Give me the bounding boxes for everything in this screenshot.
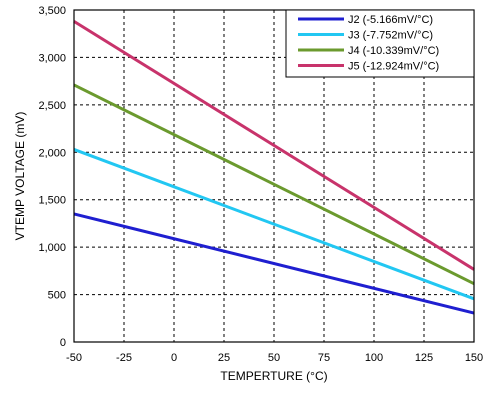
x-tick-label: 100: [365, 352, 383, 364]
y-tick-label: 1,000: [38, 242, 66, 254]
grid: [74, 10, 474, 342]
y-tick-label: 2,500: [38, 100, 66, 112]
x-tick-label: 50: [268, 352, 280, 364]
legend-label: J3 (-7.752mV/°C): [348, 30, 433, 42]
y-axis-label: VTEMP VOLTAGE (mV): [13, 112, 27, 241]
legend-label: J2 (-5.166mV/°C): [348, 14, 433, 26]
legend-label: J5 (-12.924mV/°C): [348, 61, 439, 73]
plot-frame: [73, 9, 475, 343]
series-line-3: [73, 148, 475, 301]
x-axis-ticks: -50 -25 0 25 50 75 100 125 150: [66, 352, 483, 364]
y-tick-label: 2,000: [38, 147, 66, 159]
x-tick-label: 125: [415, 352, 433, 364]
y-tick-label: 3,500: [38, 5, 66, 17]
y-tick-label: 0: [60, 337, 66, 349]
legend: J2 (-5.166mV/°C) J3 (-7.752mV/°C) J4 (-10.…: [285, 9, 475, 78]
x-tick-label: 0: [171, 352, 177, 364]
x-tick-label: -25: [116, 352, 132, 364]
legend-label: J4 (-10.339mV/°C): [348, 45, 439, 57]
series-line-2: [73, 212, 475, 315]
x-tick-label: -50: [66, 352, 82, 364]
series-line-4: [73, 83, 475, 286]
y-tick-label: 1,500: [38, 195, 66, 207]
series-line-5: [73, 20, 475, 271]
y-tick-label: 3,000: [38, 52, 66, 64]
x-tick-label: 75: [318, 352, 330, 364]
x-tick-label: 150: [465, 352, 483, 364]
series-lines: [73, 20, 475, 315]
y-tick-label: 500: [48, 290, 66, 302]
x-tick-label: 25: [218, 352, 230, 364]
x-axis-label: TEMPERTURE (°C): [220, 369, 327, 383]
y-axis-ticks: 0 500 1,000 1,500 2,000 2,500 3,000 3,500: [38, 5, 66, 349]
